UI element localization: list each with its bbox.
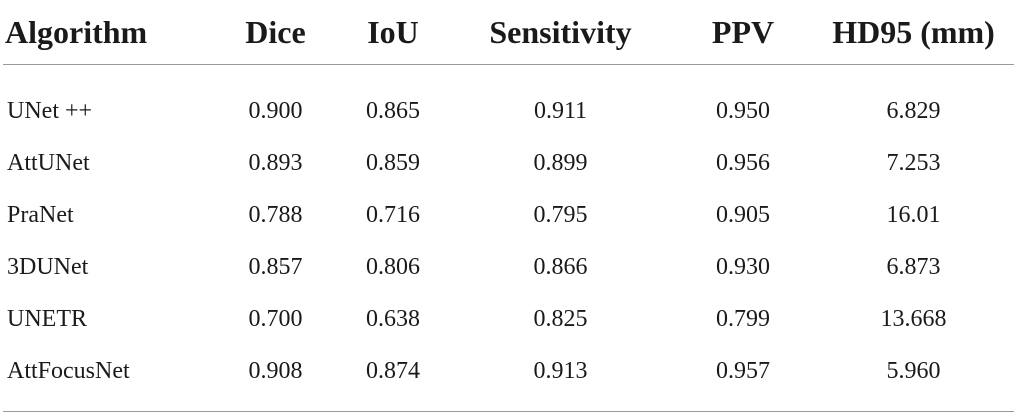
results-table: Algorithm Dice IoU Sensitivity PPV HD95 …	[3, 0, 1014, 412]
table-row: UNet ++ 0.900 0.865 0.911 0.950 6.829	[3, 85, 1014, 137]
cell-sensitivity: 0.795	[533, 201, 588, 228]
cell-hd95: 6.873	[886, 253, 941, 280]
cell-ppv: 0.957	[716, 357, 770, 384]
header-dice: Dice	[213, 0, 338, 65]
header-hd95: HD95 (mm)	[813, 0, 1014, 65]
cell-sensitivity: 0.899	[533, 149, 588, 176]
cell-sensitivity: 0.913	[533, 357, 588, 384]
table-row: UNETR 0.700 0.638 0.825 0.799 13.668	[3, 293, 1014, 345]
cell-iou: 0.865	[366, 97, 420, 124]
header-sensitivity: Sensitivity	[448, 0, 673, 65]
cell-dice: 0.908	[248, 357, 303, 384]
cell-hd95: 5.960	[886, 357, 941, 384]
cell-algorithm: AttUNet	[7, 149, 90, 176]
cell-dice: 0.700	[248, 305, 303, 332]
cell-iou: 0.638	[366, 305, 420, 332]
table-row: PraNet 0.788 0.716 0.795 0.905 16.01	[3, 189, 1014, 241]
cell-ppv: 0.950	[716, 97, 770, 124]
table-row: AttFocusNet 0.908 0.874 0.913 0.957 5.96…	[3, 345, 1014, 397]
cell-hd95: 13.668	[880, 305, 947, 332]
cell-sensitivity: 0.825	[533, 305, 588, 332]
cell-iou: 0.859	[366, 149, 420, 176]
cell-algorithm: PraNet	[7, 201, 74, 228]
cell-algorithm: 3DUNet	[7, 253, 89, 280]
cell-hd95: 16.01	[886, 201, 941, 228]
cell-ppv: 0.930	[716, 253, 770, 280]
cell-hd95: 6.829	[886, 97, 941, 124]
cell-sensitivity: 0.866	[533, 253, 588, 280]
cell-dice: 0.900	[248, 97, 303, 124]
cell-algorithm: UNet ++	[7, 97, 93, 124]
cell-algorithm: AttFocusNet	[7, 357, 130, 384]
bottom-rule	[3, 397, 1014, 412]
table-header-row: Algorithm Dice IoU Sensitivity PPV HD95 …	[3, 0, 1014, 65]
cell-algorithm: UNETR	[7, 305, 87, 332]
cell-iou: 0.874	[366, 357, 420, 384]
cell-ppv: 0.956	[716, 149, 770, 176]
header-ppv: PPV	[673, 0, 813, 65]
cell-dice: 0.857	[248, 253, 303, 280]
cell-iou: 0.806	[366, 253, 420, 280]
header-spacer	[3, 65, 1014, 86]
cell-ppv: 0.905	[716, 201, 770, 228]
cell-sensitivity: 0.911	[533, 97, 588, 124]
cell-ppv: 0.799	[716, 305, 770, 332]
header-algorithm: Algorithm	[3, 0, 213, 65]
table-row: 3DUNet 0.857 0.806 0.866 0.930 6.873	[3, 241, 1014, 293]
cell-iou: 0.716	[366, 201, 420, 228]
cell-dice: 0.788	[248, 201, 303, 228]
header-iou: IoU	[338, 0, 448, 65]
cell-dice: 0.893	[248, 149, 303, 176]
table-row: AttUNet 0.893 0.859 0.899 0.956 7.253	[3, 137, 1014, 189]
cell-hd95: 7.253	[886, 149, 941, 176]
